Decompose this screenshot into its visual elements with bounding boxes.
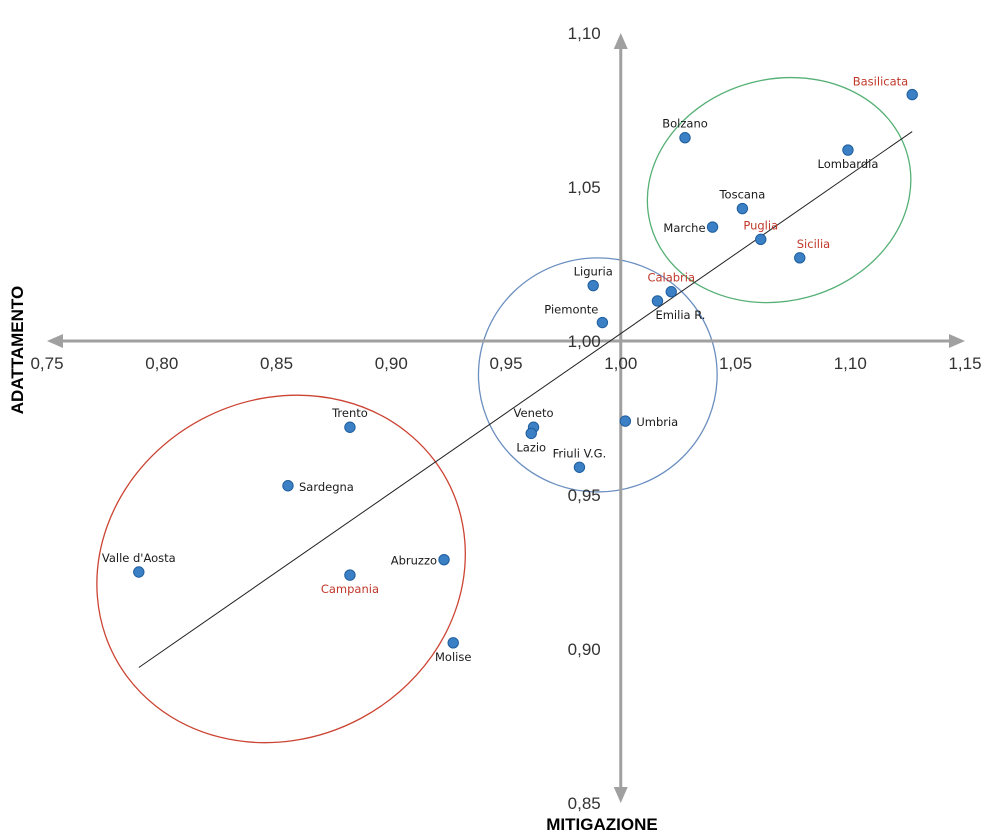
- x-tick-label: 0,90: [375, 354, 408, 373]
- point-label: Trento: [331, 406, 368, 420]
- group-ellipses: [96, 76, 912, 744]
- point-label: Basilicata: [853, 75, 908, 89]
- x-axis-arrow-left: [47, 334, 63, 348]
- data-point: [842, 144, 854, 156]
- point-label: Calabria: [647, 271, 695, 285]
- data-point: [665, 286, 677, 298]
- data-point: [344, 421, 356, 433]
- point-label: Lazio: [516, 440, 546, 454]
- x-tick-label: 0,95: [489, 354, 522, 373]
- y-tick-label: 1,05: [568, 178, 601, 197]
- x-tick-label: 0,85: [260, 354, 293, 373]
- point-label: Emilia R.: [655, 308, 705, 322]
- point-label: Sardegna: [299, 480, 354, 494]
- x-axis-arrow-right: [949, 334, 965, 348]
- x-tick-label: 0,80: [145, 354, 178, 373]
- point-label: Abruzzo: [391, 554, 437, 568]
- y-tick-label: 0,95: [568, 486, 601, 505]
- x-tick-label: 1,05: [719, 354, 752, 373]
- data-point: [525, 427, 537, 440]
- trendline: [138, 131, 913, 668]
- data-point: [679, 132, 691, 144]
- x-tick-label: 1,00: [604, 354, 637, 373]
- y-tick-label: 1,10: [568, 24, 601, 43]
- point-label: Valle d'Aosta: [102, 551, 176, 565]
- y-tick-label: 1,00: [568, 332, 601, 351]
- axes: 0,75 0,80 0,85 0,90 0,95 1,00 1,05 1,10 1,15 0,85…: [30, 24, 981, 813]
- point-label: Piemonte: [544, 303, 598, 317]
- y-axis-label: ADATTAMENTO: [8, 286, 27, 414]
- y-tick-label: 0,85: [568, 794, 601, 813]
- group-ellipse-2: [477, 257, 718, 493]
- data-point: [736, 202, 749, 215]
- point-label: Toscana: [718, 188, 765, 202]
- x-tick-label: 0,75: [30, 354, 63, 373]
- data-point: [282, 480, 294, 492]
- point-label: Liguria: [574, 265, 613, 279]
- data-point: [447, 637, 459, 649]
- x-axis-label: MITIGAZIONE: [546, 815, 657, 834]
- trendline-layer: [138, 131, 913, 668]
- point-label: Marche: [663, 221, 705, 235]
- data-point: [755, 233, 767, 246]
- data-point: [619, 415, 632, 427]
- data-point: [573, 461, 586, 473]
- point-label: Umbria: [636, 415, 678, 429]
- point-label: Sicilia: [797, 237, 830, 251]
- data-point: [906, 88, 918, 101]
- y-axis-arrow-bottom: [613, 787, 628, 803]
- data-point: [438, 553, 450, 566]
- data-point: [133, 566, 145, 578]
- data-point: [706, 221, 719, 233]
- y-tick-label: 0,90: [568, 640, 601, 659]
- point-label: Friuli V.G.: [553, 446, 607, 460]
- y-axis-arrow-top: [613, 33, 628, 49]
- data-points: [133, 88, 918, 649]
- point-label: Lombardia: [818, 157, 879, 171]
- point-label: Campania: [321, 582, 379, 596]
- group-ellipse-1: [646, 76, 912, 304]
- data-point: [794, 252, 806, 264]
- x-tick-label: 1,15: [948, 354, 981, 373]
- point-label: Molise: [435, 650, 471, 664]
- data-point: [651, 295, 664, 307]
- group-ellipse-3: [96, 394, 466, 744]
- point-label: Bolzano: [662, 117, 708, 131]
- data-point: [587, 279, 599, 292]
- point-labels: Basilicata Bolzano Lombardia Toscana Marche P…: [102, 75, 908, 664]
- point-label: Veneto: [514, 406, 554, 420]
- x-tick-label: 1,10: [834, 354, 867, 373]
- data-point: [344, 569, 356, 581]
- data-point: [596, 316, 609, 329]
- point-label: Puglia: [743, 218, 778, 232]
